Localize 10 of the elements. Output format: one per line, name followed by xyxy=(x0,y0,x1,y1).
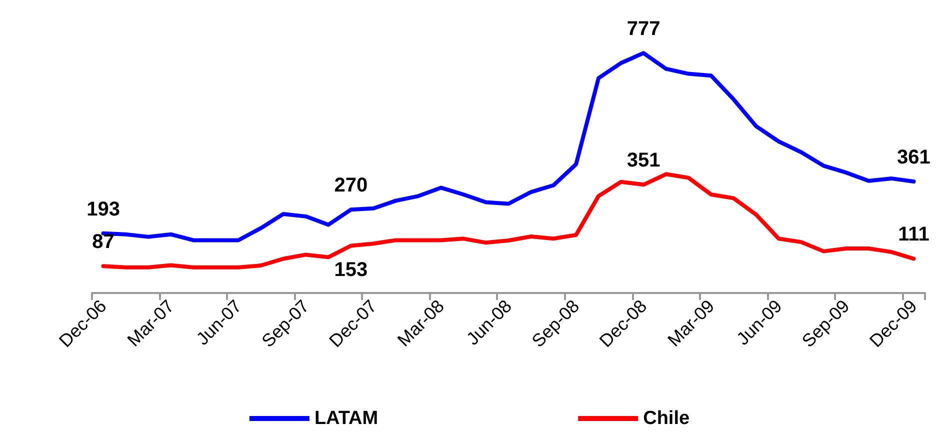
data-label: 111 xyxy=(898,224,930,246)
data-label: 153 xyxy=(334,258,368,281)
data-label: 351 xyxy=(626,150,660,172)
data-label: 87 xyxy=(92,231,114,254)
data-label: 270 xyxy=(334,174,368,197)
legend-label: Chile xyxy=(643,408,690,429)
data-label: 361 xyxy=(897,146,930,169)
data-label: 193 xyxy=(86,198,120,220)
data-label: 777 xyxy=(626,18,660,40)
legend-label: LATAM xyxy=(314,408,378,429)
